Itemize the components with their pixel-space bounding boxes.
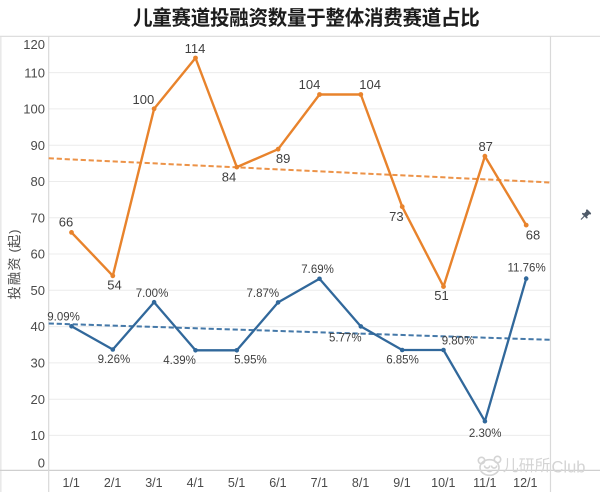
svg-text:73: 73 (389, 209, 403, 224)
svg-text:10/1: 10/1 (431, 476, 455, 490)
svg-text:8/1: 8/1 (352, 476, 369, 490)
svg-text:2/1: 2/1 (104, 476, 121, 490)
svg-text:110: 110 (24, 65, 45, 80)
svg-text:54: 54 (107, 277, 121, 292)
svg-text:66: 66 (59, 214, 73, 229)
svg-text:9.26%: 9.26% (98, 354, 131, 366)
svg-text:80: 80 (31, 174, 45, 189)
svg-text:4.39%: 4.39% (163, 355, 196, 367)
svg-text:4/1: 4/1 (187, 476, 204, 490)
svg-text:70: 70 (31, 210, 45, 225)
svg-text:87: 87 (478, 139, 492, 154)
svg-text:12/1: 12/1 (513, 476, 537, 490)
svg-text:89: 89 (276, 151, 290, 166)
svg-text:5.77%: 5.77% (329, 333, 362, 345)
svg-text:9.09%: 9.09% (47, 312, 80, 324)
svg-text:11.76%: 11.76% (508, 263, 546, 275)
svg-text:7.00%: 7.00% (136, 288, 169, 300)
svg-text:68: 68 (526, 228, 540, 243)
svg-text:50: 50 (31, 283, 45, 298)
svg-text:9/1: 9/1 (393, 476, 410, 490)
svg-text:120: 120 (23, 37, 45, 52)
svg-text:10: 10 (31, 428, 45, 443)
svg-text:114: 114 (185, 41, 206, 56)
svg-text:104: 104 (299, 77, 321, 92)
svg-text:5/1: 5/1 (228, 476, 245, 490)
svg-text:7/1: 7/1 (311, 476, 328, 490)
svg-text:7.69%: 7.69% (301, 264, 334, 276)
svg-text:11/1: 11/1 (473, 476, 496, 490)
svg-text:6.85%: 6.85% (386, 355, 419, 367)
svg-text:20: 20 (31, 392, 45, 407)
svg-text:51: 51 (434, 288, 448, 303)
svg-text:40: 40 (31, 319, 45, 334)
svg-text:9.80%: 9.80% (442, 335, 475, 347)
svg-text:6/1: 6/1 (269, 476, 286, 490)
svg-text:30: 30 (31, 355, 45, 370)
svg-text:90: 90 (31, 138, 45, 153)
svg-text:1/1: 1/1 (63, 476, 80, 490)
svg-text:100: 100 (23, 102, 45, 117)
svg-text:0: 0 (38, 455, 45, 470)
svg-text:7.87%: 7.87% (246, 288, 279, 300)
svg-text:104: 104 (359, 77, 381, 92)
svg-text:Club: Club (552, 459, 586, 477)
svg-text:60: 60 (31, 247, 45, 262)
svg-text:100: 100 (133, 92, 155, 107)
svg-text:2.30%: 2.30% (469, 428, 502, 440)
svg-text:5.95%: 5.95% (234, 355, 267, 367)
svg-text:3/1: 3/1 (145, 476, 162, 490)
svg-text:84: 84 (222, 169, 236, 184)
svg-text:): ) (7, 229, 22, 233)
svg-text:(: ( (7, 248, 22, 253)
